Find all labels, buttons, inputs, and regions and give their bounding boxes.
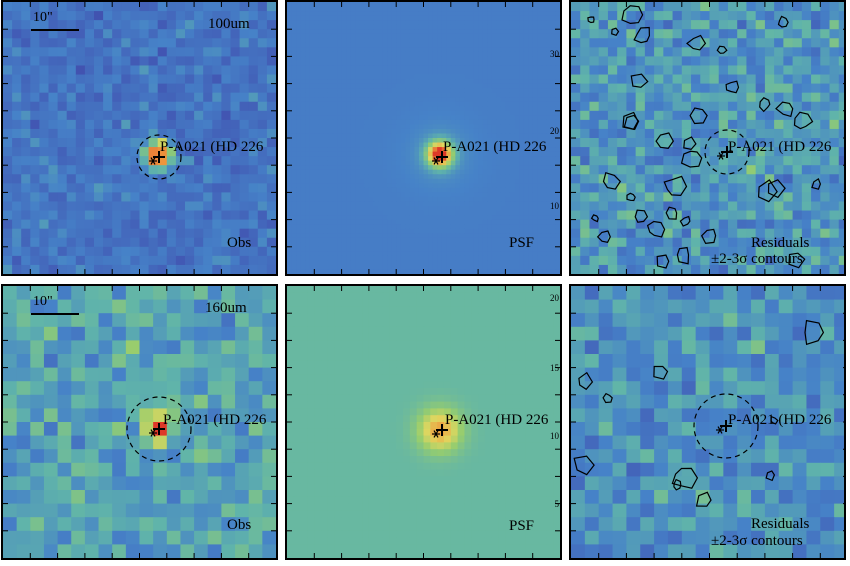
panel-psf-100um: 30 20 10 P-A021 (HD 226 PSF — [285, 0, 562, 276]
axis-ticks — [571, 286, 844, 558]
position-markers — [716, 420, 732, 434]
axis-ticks — [287, 2, 560, 274]
band-label: 100um — [208, 16, 250, 32]
position-markers — [432, 424, 448, 438]
position-markers — [149, 423, 165, 437]
residuals-100um-image — [571, 2, 844, 274]
pixel-grid — [3, 286, 276, 558]
pixel-grid — [287, 286, 560, 558]
aperture-circle — [136, 134, 182, 180]
psf-axis-tick: 20 — [550, 293, 559, 303]
panel-residuals-160um: P-A021 (HD 226 Residuals ±2-3σ contours — [569, 284, 846, 560]
residuals-label: Residuals — [751, 516, 810, 532]
panel-obs-160um: 10" 160um P-A021 (HD 226 Obs — [1, 284, 278, 560]
pixel-grid — [571, 2, 844, 274]
psf-100um-image — [287, 2, 560, 274]
psf-label: PSF — [509, 235, 535, 251]
axis-ticks — [287, 286, 560, 558]
position-markers — [717, 146, 733, 160]
aperture-circle — [704, 129, 750, 175]
scale-bar-label: 10" — [33, 294, 53, 309]
residuals-label: Residuals — [751, 235, 810, 251]
panel-residuals-100um: P-A021 (HD 226 Residuals ±2-3σ contours — [569, 0, 846, 276]
obs-100um-image — [3, 2, 276, 274]
scale-bar-label: 10" — [33, 10, 53, 25]
residual-contours — [573, 319, 825, 507]
psf-axis-tick: 20 — [550, 126, 559, 136]
aperture-circle — [693, 393, 759, 459]
obs-label: Obs — [227, 235, 252, 251]
axis-ticks — [3, 286, 276, 558]
obs-160um-image — [3, 286, 276, 558]
psf-label: PSF — [509, 518, 535, 534]
psf-160um-image — [287, 286, 560, 558]
source-label: P-A021 (HD 226 — [445, 412, 549, 428]
psf-axis-tick: 5 — [554, 499, 560, 509]
residuals-160um-image — [571, 286, 844, 558]
psf-axis-tick: 10 — [550, 201, 559, 211]
source-label: P-A021 (HD 226 — [160, 139, 264, 155]
position-markers — [149, 151, 165, 165]
axis-ticks — [3, 2, 276, 274]
source-label: P-A021 (HD 226 — [728, 139, 832, 155]
pixel-grid — [287, 2, 560, 274]
source-label: P-A021 (HD 226 — [163, 412, 267, 428]
position-markers — [432, 151, 448, 165]
source-label: P-A021 (HD 226 — [728, 412, 832, 428]
psf-axis-tick: 15 — [550, 363, 559, 373]
psf-axis-tick: 30 — [550, 49, 559, 59]
source-label: P-A021 (HD 226 — [443, 139, 547, 155]
band-label: 160um — [205, 300, 247, 316]
psf-axis-tick: 10 — [550, 431, 559, 441]
panel-psf-160um: 20 15 10 5 P-A021 (HD 226 PSF — [285, 284, 562, 560]
obs-label: Obs — [227, 517, 252, 533]
contours-label: ±2-3σ contours — [711, 533, 803, 549]
contours-label: ±2-3σ contours — [711, 251, 803, 267]
residual-contours — [587, 5, 822, 269]
aperture-circle — [126, 396, 192, 462]
pixel-grid — [3, 2, 276, 274]
pixel-grid — [571, 286, 844, 558]
axis-ticks — [571, 2, 844, 274]
panel-obs-100um: 10" 100um P-A021 (HD 226 Obs — [1, 0, 278, 276]
